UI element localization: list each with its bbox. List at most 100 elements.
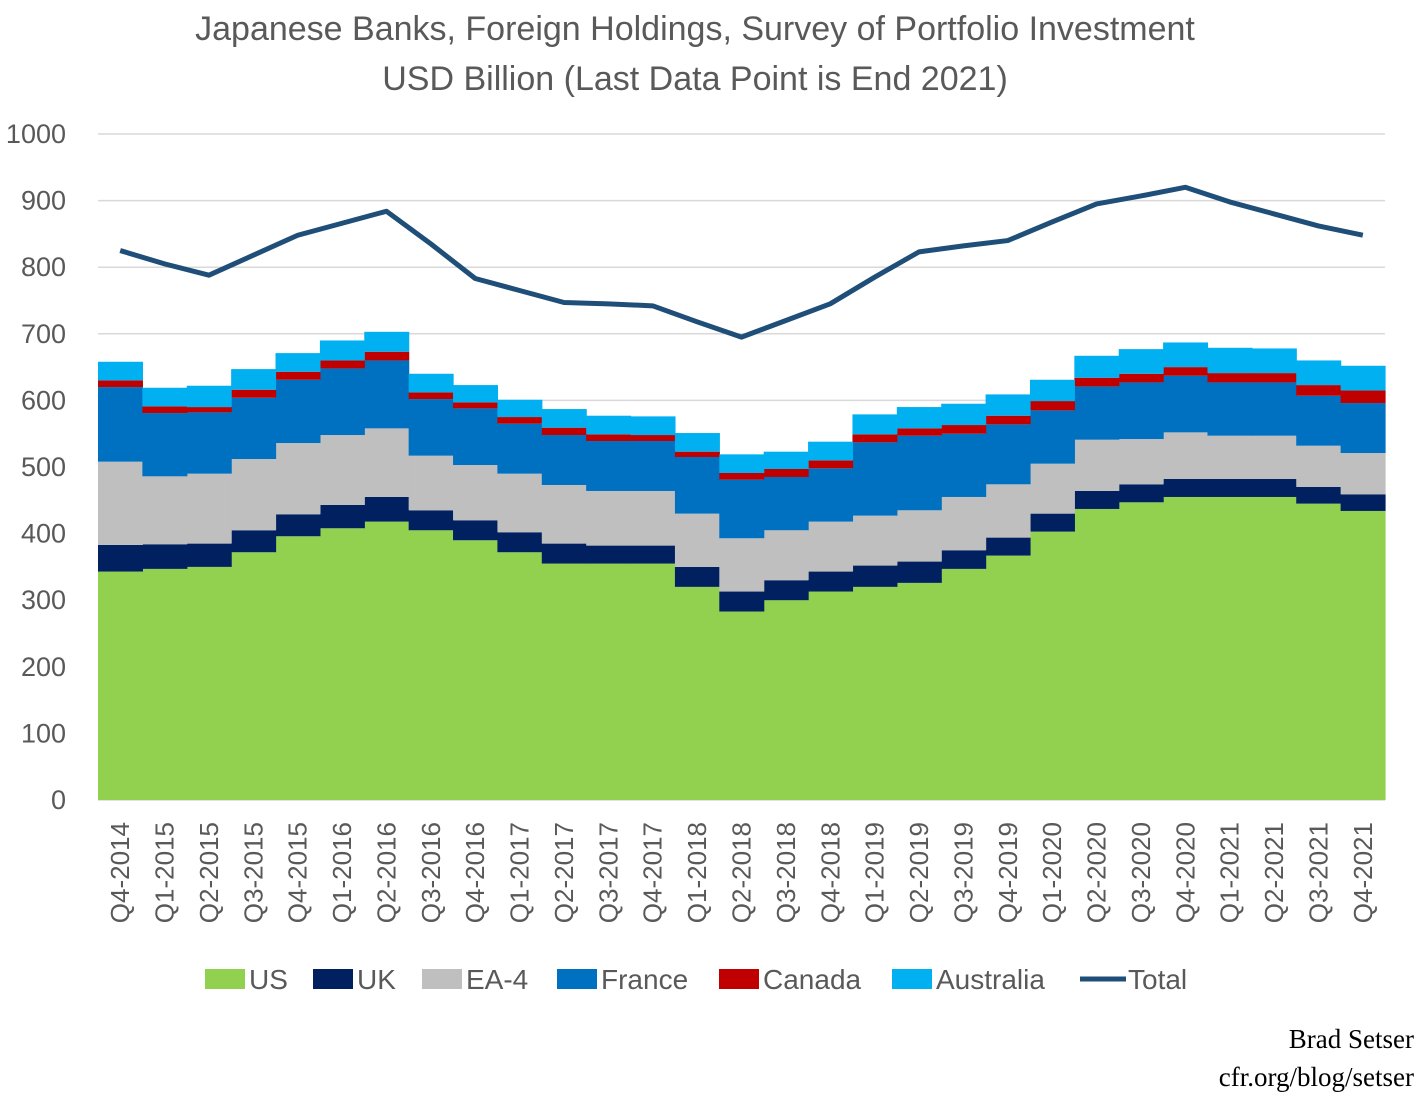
series-uk [98,478,1386,612]
area-canada-Q4-2016 [453,402,499,409]
legend-label-ea-4: EA-4 [466,964,528,995]
area-france-Q3-2020 [1118,382,1164,440]
area-canada-Q1-2016 [319,360,365,369]
area-australia-Q1-2020 [1029,379,1075,402]
area-canada-Q3-2019 [941,425,987,434]
area-uk-Q2-2019 [896,561,942,583]
area-canada-Q2-2018 [719,472,765,480]
area-uk-Q2-2017 [541,543,587,564]
area-france-Q1-2016 [319,368,365,436]
area-france-Q4-2016 [453,408,499,466]
area-france-Q2-2016 [364,360,410,429]
area-ea-4-Q1-2020 [1029,463,1075,514]
area-us-Q2-2018 [719,611,765,800]
legend-item-australia: Australia [892,964,1045,995]
area-australia-Q4-2018 [808,441,854,461]
area-australia-Q2-2015 [186,385,232,408]
x-tick-label: Q3-2020 [1126,822,1156,923]
area-uk-Q4-2019 [985,537,1031,556]
area-uk-Q2-2015 [186,543,232,567]
area-france-Q1-2015 [142,413,188,477]
area-canada-Q3-2015 [231,389,277,398]
legend-label-uk: UK [357,964,396,995]
area-australia-Q4-2020 [1163,342,1209,368]
area-france-Q1-2017 [497,423,543,474]
x-tick-label: Q1-2016 [327,822,357,923]
area-us-Q3-2020 [1118,502,1164,800]
series-france [98,360,1386,539]
x-tick-label: Q1-2019 [860,822,890,923]
y-tick-label: 500 [21,452,66,482]
x-tick-label: Q1-2021 [1215,822,1245,923]
area-ea-4-Q1-2021 [1207,435,1253,479]
area-us-Q2-2016 [364,521,410,800]
area-canada-Q3-2018 [763,468,809,477]
area-ea-4-Q4-2019 [985,484,1031,538]
area-canada-Q2-2020 [1074,377,1120,387]
area-australia-Q1-2015 [142,387,188,407]
area-us-Q2-2015 [186,566,232,800]
area-france-Q4-2018 [808,468,854,522]
area-france-Q1-2021 [1207,382,1253,436]
y-tick-label: 900 [21,186,66,216]
area-australia-Q4-2014 [98,361,143,381]
area-uk-Q2-2018 [719,591,765,612]
area-australia-Q3-2020 [1118,349,1164,374]
area-australia-Q4-2015 [275,353,321,372]
x-tick-label: Q3-2018 [771,822,801,923]
y-tick-label: 400 [21,519,66,549]
area-france-Q3-2018 [763,476,809,531]
area-ea-4-Q1-2019 [852,515,898,566]
area-canada-Q4-2015 [275,371,321,380]
area-us-Q3-2021 [1296,503,1342,800]
area-us-Q1-2021 [1207,496,1253,800]
area-canada-Q4-2019 [985,415,1031,425]
area-ea-4-Q2-2019 [896,510,942,562]
area-australia-Q2-2018 [719,454,765,473]
area-ea-4-Q4-2014 [98,461,143,545]
x-tick-label: Q2-2017 [549,822,579,923]
x-tick-label: Q4-2014 [105,822,135,923]
x-tick-label: Q3-2021 [1303,822,1333,923]
area-us-Q3-2015 [231,552,277,800]
series-us [98,496,1386,800]
area-uk-Q4-2016 [453,520,499,541]
x-axis-ticks: Q4-2014 Q1-2015 Q2-2015 Q3-2015 Q4-2015 Q1-20… [105,822,1378,923]
x-tick-label: Q1-2017 [505,822,535,923]
area-uk-Q4-2015 [275,514,321,537]
area-australia-Q2-2020 [1074,355,1120,378]
y-tick-label: 700 [21,319,66,349]
area-ea-4-Q3-2017 [586,490,632,546]
legend-item-france: France [557,964,688,995]
x-tick-label: Q1-2018 [682,822,712,923]
area-ea-4-Q4-2020 [1163,432,1209,479]
series-canada [98,351,1386,480]
area-canada-Q2-2019 [896,428,942,436]
legend-item-total: Total [1080,964,1187,995]
x-tick-label: Q3-2017 [593,822,623,923]
x-tick-label: Q1-2015 [150,822,180,923]
area-australia-Q1-2019 [852,414,898,435]
legend-label-us: US [249,964,288,995]
area-uk-Q1-2015 [142,544,188,569]
area-uk-Q3-2020 [1118,484,1164,503]
area-ea-4-Q2-2015 [186,473,232,544]
area-ea-4-Q1-2015 [142,476,188,545]
area-us-Q1-2015 [142,568,188,800]
area-ea-4-Q3-2016 [408,455,454,511]
area-canada-Q1-2021 [1207,373,1253,383]
y-tick-label: 300 [21,585,66,615]
x-tick-label: Q4-2020 [1170,822,1200,923]
legend-item-canada: Canada [719,964,862,995]
area-canada-Q4-2017 [630,435,676,442]
legend-label-total: Total [1128,964,1187,995]
area-france-Q2-2019 [896,435,942,511]
area-canada-Q2-2015 [186,407,232,413]
area-us-Q1-2016 [319,528,365,800]
x-tick-label: Q4-2015 [283,822,313,923]
y-tick-label: 600 [21,385,66,415]
area-uk-Q1-2021 [1207,478,1253,497]
area-canada-Q1-2020 [1029,401,1075,411]
y-tick-label: 100 [21,718,66,748]
